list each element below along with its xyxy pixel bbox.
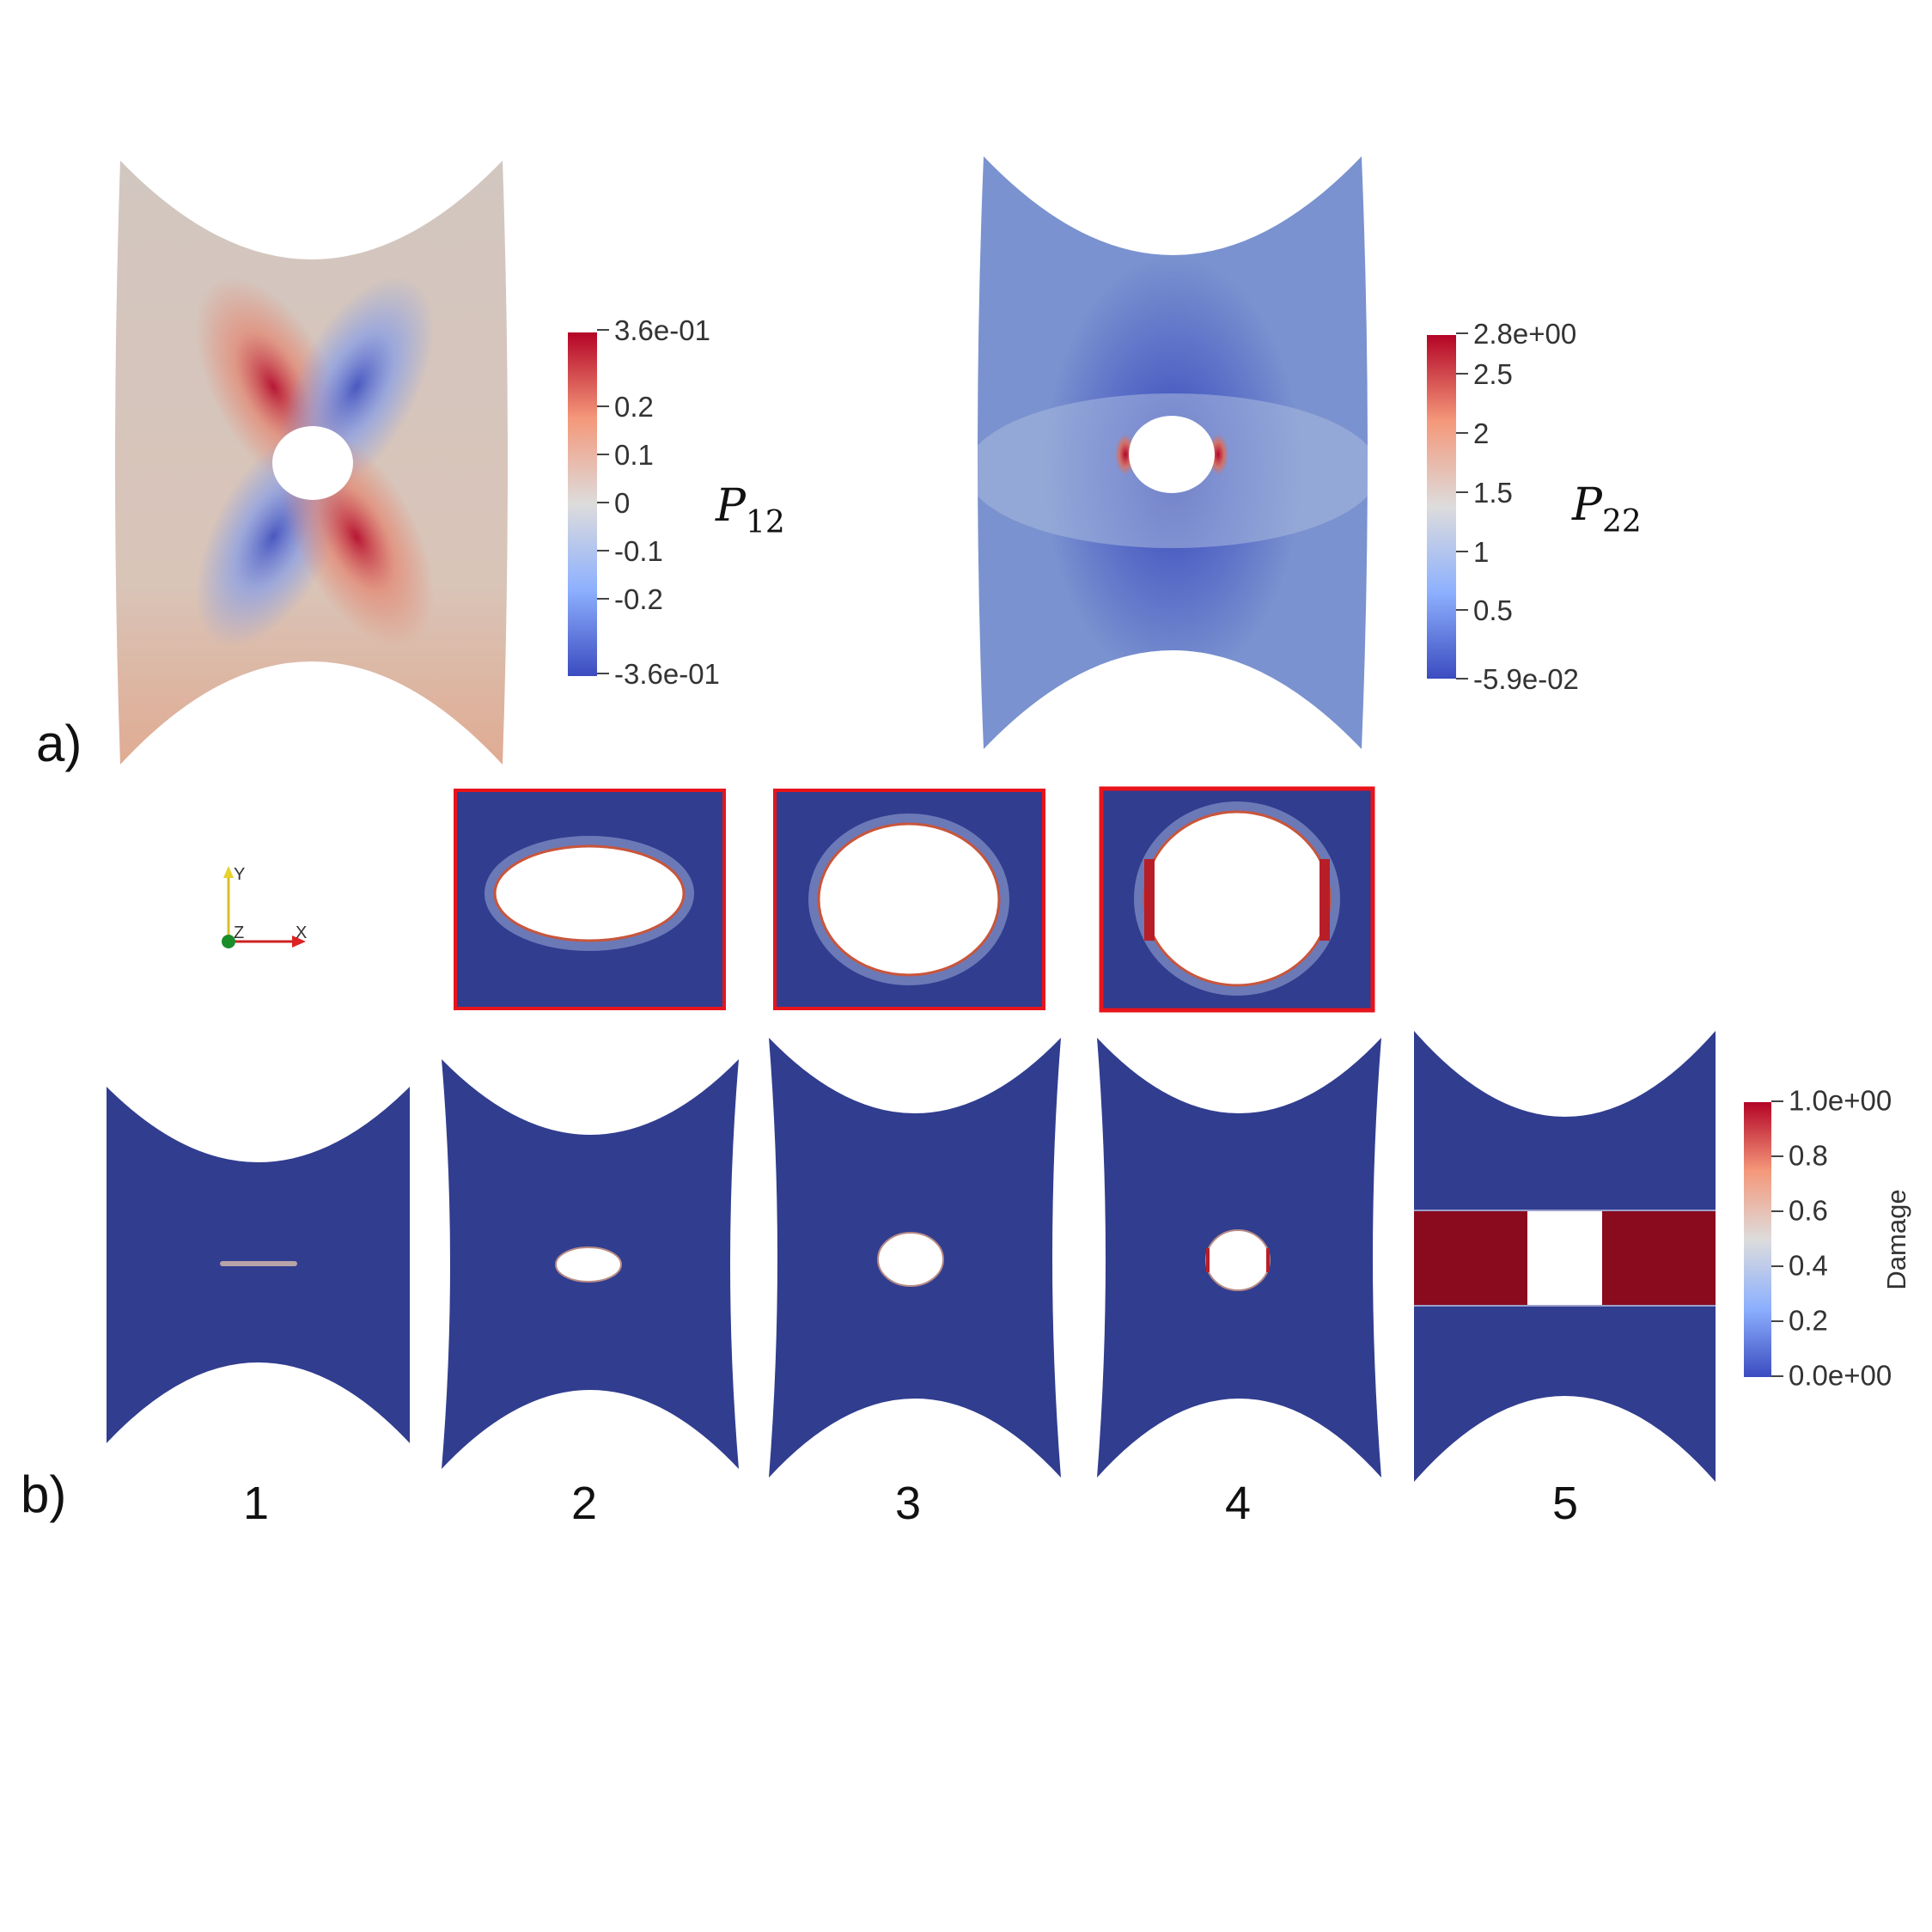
- p12-tick-label: -0.2: [614, 583, 663, 615]
- p22-tick-label: 0.5: [1473, 594, 1513, 626]
- damage-tick-label: 1.0e+00: [1789, 1085, 1892, 1117]
- p22-tick-label: 2.5: [1473, 358, 1513, 390]
- p22-colorbar: 2.8e+00 2.5 2 1.5 1 0.5 -5.9e-02: [1427, 318, 1579, 695]
- crack-opening-4: [1205, 1229, 1271, 1291]
- p12-colorbar-bar: [568, 332, 597, 676]
- frame-label-3: 3: [895, 1478, 921, 1529]
- frame-label-4: 4: [1225, 1478, 1251, 1529]
- axis-z-label: Z: [234, 923, 244, 942]
- panel-a-label: a): [36, 715, 82, 772]
- p12-tick-label: 0.2: [614, 391, 654, 423]
- zoom-inset-3: [773, 789, 1045, 1010]
- p12-symbol: P12: [715, 480, 785, 540]
- damage-edge-right-4: [1266, 1248, 1270, 1272]
- p12-tick-label: 3.6e-01: [614, 314, 710, 346]
- p22-tick-label: 2: [1473, 417, 1489, 449]
- frame-label-5: 5: [1552, 1478, 1578, 1529]
- p12-tick-label: -3.6e-01: [614, 658, 720, 690]
- p22-field-plot: [978, 156, 1368, 749]
- p12-field-plot: [115, 161, 508, 765]
- p12-tick-label: 0: [614, 487, 630, 519]
- axis-y-label: Y: [234, 865, 245, 884]
- p22-tick-label: 2.8e+00: [1473, 318, 1576, 350]
- p22-symbol: P22: [1571, 479, 1642, 539]
- p22-tick-label: -5.9e-02: [1473, 663, 1579, 695]
- p12-tick-label: 0.1: [614, 439, 654, 471]
- p12-hole: [272, 426, 353, 500]
- p22-hole: [1129, 416, 1215, 493]
- p22-colorbar-bar: [1427, 335, 1456, 679]
- crack-opening-3: [877, 1232, 944, 1287]
- damage-tick-label: 0.8: [1789, 1140, 1828, 1172]
- damage-band-right: [1602, 1210, 1716, 1306]
- frame-label-2: 2: [571, 1478, 597, 1529]
- damage-band-gap: [1527, 1210, 1602, 1306]
- zoom-inset-2: [454, 789, 726, 1010]
- panel-b-label: b): [21, 1466, 66, 1523]
- p12-colorbar: 3.6e-01 0.2 0.1 0 -0.1 -0.2 -3.6e-01: [568, 314, 720, 690]
- axis-x-label: X: [296, 923, 307, 942]
- damage-colorbar-title: Damage: [1881, 1189, 1911, 1289]
- initial-crack: [220, 1261, 297, 1266]
- p22-tick-label: 1.5: [1473, 477, 1513, 509]
- p12-tick-label: -0.1: [614, 535, 663, 567]
- damage-colorbar-bar: [1744, 1102, 1771, 1377]
- frame-label-1: 1: [243, 1478, 269, 1529]
- damage-tick-label: 0.0e+00: [1789, 1360, 1892, 1392]
- damage-band-left: [1414, 1210, 1527, 1306]
- damage-tick-label: 0.6: [1789, 1195, 1828, 1227]
- zoom-inset-4: [1099, 786, 1375, 1013]
- damage-tick-label: 0.2: [1789, 1305, 1828, 1337]
- damage-colorbar: 1.0e+00 0.8 0.6 0.4 0.2 0.0e+00 Damage: [1744, 1085, 1911, 1392]
- damage-edge-left-4: [1206, 1248, 1210, 1272]
- damage-tick-label: 0.4: [1789, 1250, 1828, 1282]
- p22-tick-label: 1: [1473, 536, 1489, 568]
- axes-triad: Y Z X: [222, 865, 307, 948]
- crack-opening-2: [555, 1246, 622, 1283]
